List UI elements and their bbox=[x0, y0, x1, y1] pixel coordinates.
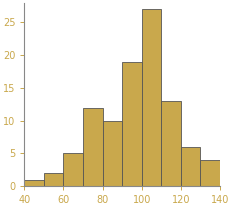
Bar bbox=[122, 62, 141, 186]
Bar bbox=[63, 154, 83, 186]
Bar bbox=[141, 9, 161, 186]
Bar bbox=[83, 108, 102, 186]
Bar bbox=[180, 147, 200, 186]
Bar bbox=[44, 173, 63, 186]
Bar bbox=[102, 121, 122, 186]
Bar bbox=[200, 160, 219, 186]
Bar bbox=[24, 180, 44, 186]
Bar bbox=[161, 101, 180, 186]
